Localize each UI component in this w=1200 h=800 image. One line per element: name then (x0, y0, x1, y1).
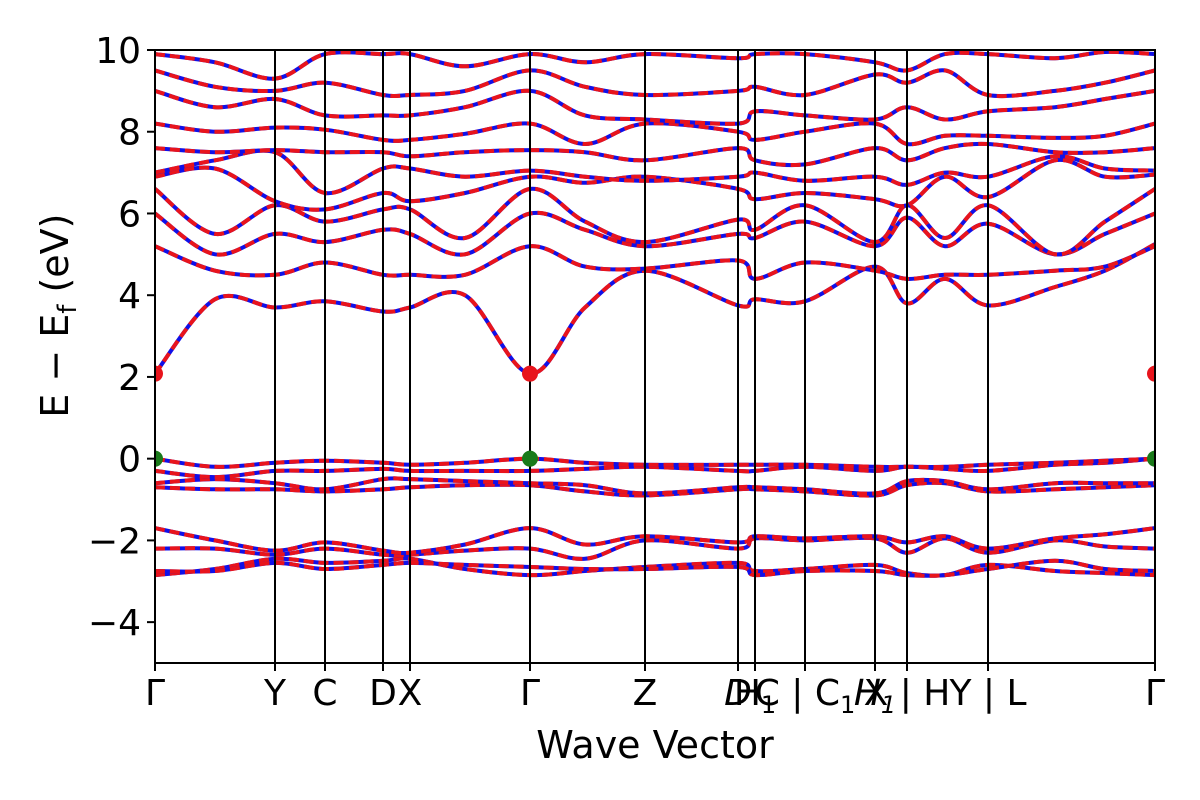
band-line-spin-down (155, 556, 1155, 578)
x-tick-label: X | H (864, 673, 951, 714)
y-axis-title: E − Ef (eV) (33, 213, 83, 417)
y-tick-label: 8 (118, 113, 141, 154)
marker-point (522, 450, 538, 467)
band-line-spin-down (155, 186, 1155, 257)
y-tick-label: −2 (88, 521, 141, 562)
x-tick-label: H1 (734, 673, 776, 719)
bands-layer (155, 50, 1155, 578)
band-line-spin-down (155, 526, 1155, 556)
y-tick-label: 6 (118, 194, 141, 235)
x-tick-label: Γ (145, 673, 165, 714)
x-tick-label: Z (633, 673, 658, 714)
band-line-spin-down (155, 456, 1155, 469)
x-tick-label: Y (263, 673, 287, 714)
y-tick-label: 2 (118, 358, 141, 399)
y-axis-ticks: −4 −2 0 2 4 6 8 10 (88, 31, 155, 644)
band-line-spin-down (155, 242, 1155, 376)
band-line-spin-down (155, 121, 1155, 147)
band-line-spin-up (155, 148, 1155, 196)
marker-point (155, 450, 163, 467)
band-line-spin-down (155, 141, 1155, 168)
x-axis-title: Wave Vector (536, 723, 774, 767)
marker-points (155, 365, 1155, 467)
y-axis-title-unit: (eV) (33, 213, 77, 304)
y-tick-label: −4 (88, 603, 141, 644)
x-tick-label: Γ (520, 673, 540, 714)
marker-point (155, 365, 163, 382)
marker-point (1147, 450, 1155, 467)
x-tick-label: X (398, 673, 423, 714)
band-line-spin-down (155, 157, 1155, 212)
band-line-spin-down (155, 244, 1155, 281)
x-tick-label: D (369, 673, 397, 714)
band-line-spin-up (155, 157, 1155, 212)
band-line-spin-down (155, 535, 1155, 561)
band-line-spin-down (155, 68, 1155, 99)
y-tick-label: 10 (95, 31, 141, 72)
high-symmetry-lines (274, 50, 989, 663)
plot-frame (154, 49, 1156, 664)
marker-point (1147, 365, 1155, 382)
x-tick-label: C | C1 (755, 673, 856, 719)
y-tick-label: 4 (118, 276, 141, 317)
band-line-spin-up (155, 242, 1155, 376)
band-line-spin-down (155, 148, 1155, 196)
band-line-spin-up (155, 141, 1155, 168)
band-line-spin-down (155, 210, 1155, 257)
band-line-spin-down (155, 476, 1155, 496)
x-tick-label: C (312, 673, 337, 714)
y-axis-title-subscript: f (53, 304, 83, 314)
x-tick-label: H1 (854, 673, 896, 719)
x-tick-label: Y | L (948, 673, 1026, 714)
x-tick-label: Γ (1145, 673, 1165, 714)
x-tick-label: D (724, 673, 752, 714)
marker-point (522, 365, 538, 382)
band-line-spin-down (155, 558, 1155, 578)
y-axis-title-main: E − E (33, 314, 77, 418)
band-line-spin-down (155, 88, 1155, 126)
band-line-spin-down (155, 456, 1155, 480)
band-line-spin-down (155, 50, 1155, 81)
y-tick-label: 0 (118, 440, 141, 481)
band-line-spin-up (155, 210, 1155, 257)
